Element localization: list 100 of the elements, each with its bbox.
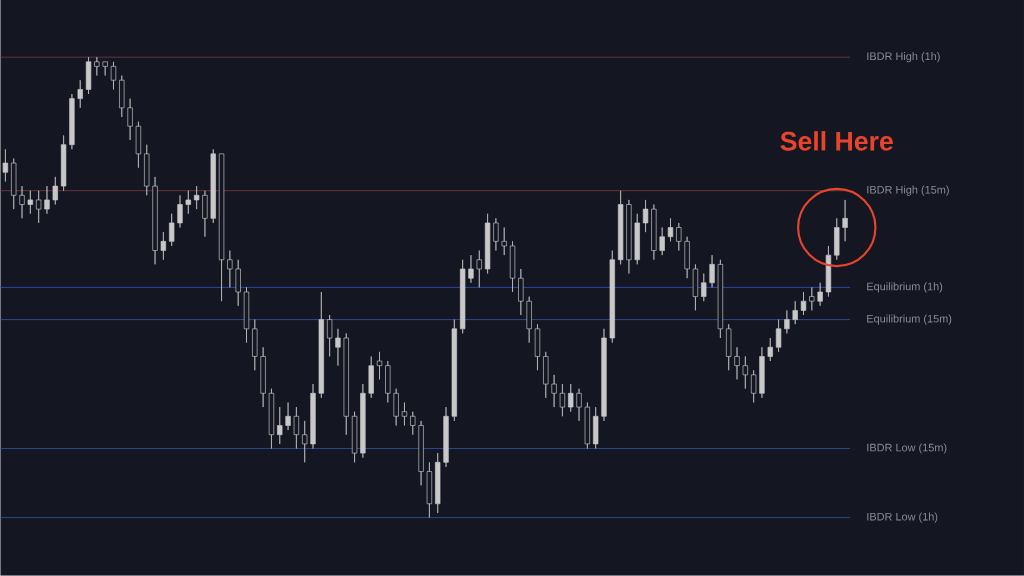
ref-line-label: IBDR High (1h) — [867, 52, 940, 63]
candlestick — [526, 296, 532, 344]
candlestick — [227, 250, 233, 288]
candlestick — [277, 406, 283, 445]
candlestick — [534, 323, 541, 371]
candlestick — [509, 241, 516, 293]
candlestick — [800, 291, 807, 316]
candlestick — [667, 218, 674, 242]
candlestick — [343, 333, 349, 436]
candlestick — [559, 383, 566, 417]
candlestick — [202, 190, 208, 238]
candlestick — [11, 158, 17, 210]
candlestick — [576, 388, 582, 422]
candlestick — [368, 356, 374, 399]
candlestick — [177, 195, 183, 228]
candlestick — [767, 337, 773, 362]
candlestick — [651, 204, 657, 261]
candlestick — [834, 218, 840, 261]
candlestick — [27, 190, 34, 215]
candlestick — [817, 282, 823, 307]
candlestick — [135, 121, 142, 169]
candlestick — [110, 61, 117, 90]
candlestick — [451, 319, 457, 422]
candlestick — [426, 462, 433, 519]
candlestick — [717, 259, 724, 339]
candlestick — [335, 328, 341, 367]
candlestick — [617, 190, 624, 265]
ref-line-label: Equilibrium (15m) — [867, 314, 952, 325]
candlestick — [684, 236, 690, 279]
candlestick — [401, 402, 408, 426]
candlestick — [825, 245, 832, 298]
candlestick — [218, 153, 225, 302]
candlestick — [742, 356, 748, 390]
candlestick — [351, 411, 358, 463]
candlestick — [701, 273, 707, 302]
candlestick — [35, 190, 42, 224]
candlestick — [501, 227, 507, 256]
candlestick — [360, 383, 366, 459]
candlestick — [268, 388, 275, 449]
candlestick — [551, 374, 557, 408]
candlestick — [243, 287, 250, 344]
candlestick — [543, 351, 549, 399]
candlestick — [119, 75, 125, 118]
candlestick — [601, 328, 607, 422]
candlestick — [759, 347, 765, 399]
candlestick — [518, 268, 524, 316]
candlestick — [85, 56, 92, 95]
candlestick — [709, 254, 715, 288]
candlestick — [69, 93, 75, 150]
candlestick — [19, 185, 25, 219]
candlestick — [775, 319, 782, 353]
candlestick — [568, 383, 574, 413]
candlestick — [809, 287, 815, 311]
candlestick — [435, 452, 441, 514]
candlestick — [676, 222, 682, 251]
candlestick — [584, 402, 591, 449]
candlestick — [310, 383, 316, 449]
candlestick — [2, 149, 9, 182]
candlestick — [185, 190, 191, 215]
candlestick — [393, 388, 399, 426]
candlestick — [210, 149, 216, 224]
candlestick — [127, 98, 133, 141]
candlestick — [293, 406, 300, 449]
candlestick — [52, 176, 58, 205]
candlestick — [260, 347, 266, 408]
candlestick — [609, 250, 615, 344]
candlestick — [252, 319, 258, 371]
candlestick — [152, 176, 158, 265]
candlestick — [418, 420, 424, 486]
candlestick — [626, 199, 632, 275]
candlestick — [235, 259, 241, 307]
candlestick — [792, 300, 798, 325]
candlestick — [44, 185, 50, 215]
candlestick — [410, 411, 416, 436]
candlestick — [102, 61, 108, 77]
ref-line-label: IBDR Low (15m) — [867, 443, 947, 454]
candlestick — [476, 250, 482, 288]
candlestick — [459, 259, 466, 334]
candlestick — [784, 310, 790, 334]
ref-line-label: IBDR High (15m) — [867, 185, 949, 196]
candlestick — [318, 291, 324, 399]
candlestick — [750, 370, 757, 403]
ref-line-label: IBDR Low (1h) — [867, 512, 938, 523]
ref-line-label: Equilibrium (1h) — [867, 282, 943, 293]
candlestick — [385, 360, 391, 403]
candlestick — [160, 231, 167, 261]
candlestick — [443, 406, 449, 468]
candlestick — [493, 218, 499, 251]
candlestick — [593, 406, 599, 449]
candlestick — [60, 135, 67, 192]
candlestick — [302, 420, 308, 463]
candlestick — [144, 144, 150, 196]
candlestick — [193, 185, 200, 210]
candlestick — [376, 351, 383, 380]
candlestick — [326, 314, 333, 357]
candlestick — [726, 323, 732, 371]
candlestick — [692, 264, 699, 311]
candlestick — [659, 227, 665, 256]
candlestick — [285, 402, 291, 431]
candlestick — [842, 199, 848, 242]
